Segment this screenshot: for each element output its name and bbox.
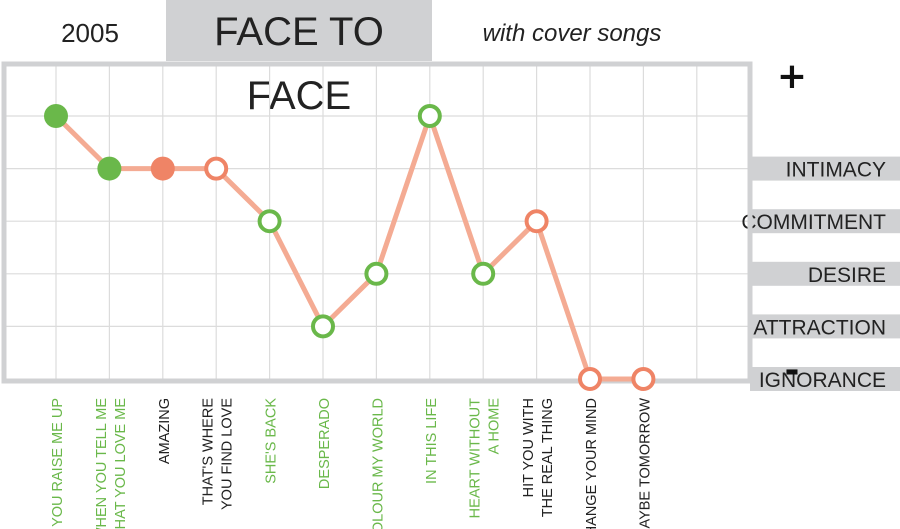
data-point <box>417 104 442 128</box>
song-label-line: WHEN YOU TELL ME <box>94 398 110 529</box>
series-points <box>44 104 656 391</box>
song-label-line: YOU RAISE ME UP <box>50 398 66 527</box>
song-label-line: AMAZING <box>157 398 173 464</box>
song-label: AMAZING <box>157 398 173 464</box>
song-label-line: HIT YOU WITH <box>521 398 537 497</box>
chart-grid <box>4 64 751 381</box>
data-point <box>257 209 282 234</box>
song-label: MAYBE TOMORROW <box>637 398 653 529</box>
song-label: IN THIS LIFE <box>424 398 440 484</box>
song-label-line: THAT'S WHERE <box>201 398 217 506</box>
level-label: INTIMACY <box>786 159 886 182</box>
level-band <box>750 261 900 286</box>
song-label-line: MAYBE TOMORROW <box>637 398 653 529</box>
data-point <box>578 367 602 391</box>
song-label: YOU RAISE ME UP <box>50 398 66 527</box>
song-label-line: A HOME <box>487 398 503 455</box>
data-point <box>97 156 122 181</box>
song-label: CHANGE YOUR MIND <box>584 398 600 529</box>
song-label-line: THE REAL THING <box>540 398 556 517</box>
song-label-line: COLOUR MY WORLD <box>370 398 386 529</box>
song-label-line: YOU FIND LOVE <box>220 398 236 510</box>
series-polyline <box>53 113 646 382</box>
song-label: THAT'S WHERE YOU FIND LOVE <box>201 398 236 510</box>
level-band <box>750 367 900 391</box>
song-label: SHE'S BACK <box>264 398 280 484</box>
song-label-line: CHANGE YOUR MIND <box>584 398 600 529</box>
data-point <box>364 261 389 286</box>
level-label: DESIRE <box>808 264 886 287</box>
data-point <box>311 314 335 339</box>
minus-sign: - <box>784 350 800 391</box>
level-label: ATTRACTION <box>753 316 886 339</box>
song-label-line: IN THIS LIFE <box>424 398 440 484</box>
song-label: HEART WITHOUT A HOME <box>468 398 503 519</box>
data-point <box>44 104 68 128</box>
level-label: IGNORANCE <box>759 369 886 392</box>
song-label: WHEN YOU TELL ME THAT YOU LOVE ME <box>94 398 129 529</box>
song-label-line: HEART WITHOUT <box>468 398 484 518</box>
plot-frame <box>1 61 753 384</box>
album-subtitle: with cover songs <box>482 20 662 47</box>
level-band <box>750 209 900 234</box>
song-label: COLOUR MY WORLD <box>370 398 386 529</box>
level-label: COMMITMENT <box>741 211 886 234</box>
song-labels: YOU RAISE ME UP WHEN YOU TELL ME THAT YOU … <box>50 398 653 529</box>
data-point <box>524 209 549 234</box>
data-point <box>631 367 656 391</box>
plus-sign: + <box>776 56 808 97</box>
chart-frame <box>1 61 753 384</box>
song-label: HIT YOU WITH THE REAL THING <box>521 398 556 517</box>
year-label: 2005 <box>61 18 119 48</box>
data-point <box>471 261 496 286</box>
song-label-line: DESPERADO <box>317 398 333 489</box>
level-band <box>750 314 900 339</box>
album-title: FACE TO FACE <box>166 0 432 118</box>
data-point <box>204 156 229 181</box>
song-label: DESPERADO <box>317 398 333 489</box>
song-label-line: THAT YOU LOVE ME <box>113 398 129 529</box>
level-band <box>750 156 900 181</box>
song-label-line: SHE'S BACK <box>264 398 280 484</box>
series-line <box>53 113 646 382</box>
level-labels: IGNORANCE ATTRACTION DESIRE COMMITMENT INTIM… <box>741 156 900 392</box>
data-point <box>150 156 175 181</box>
